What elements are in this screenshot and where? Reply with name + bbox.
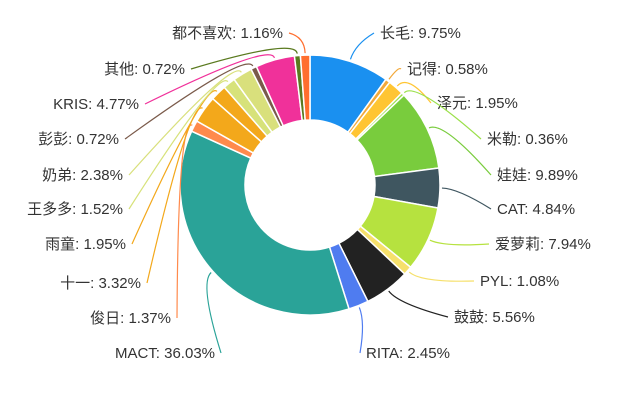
slice-label-4: 米勒: 0.36%: [487, 131, 568, 148]
slice-label-10: RITA: 2.45%: [366, 345, 450, 362]
slice-label-8: PYL: 1.08%: [480, 273, 559, 290]
donut-slice-11: [179, 130, 350, 316]
leader-line-5: [428, 126, 492, 176]
slice-label-7: 爱萝莉: 7.94%: [495, 236, 591, 253]
slice-label-14: 雨童: 1.95%: [45, 235, 126, 253]
leader-line-9: [388, 290, 449, 318]
slice-label-13: 十一: 3.32%: [60, 275, 141, 292]
leader-line-17: [124, 63, 254, 140]
leader-line-1: [349, 32, 375, 60]
leader-line-4: [403, 90, 482, 140]
leader-line-11: [206, 272, 222, 354]
donut-slice-20: [299, 54, 311, 121]
leader-line-20: [288, 32, 306, 54]
slice-label-2: 记得: 0.58%: [407, 61, 488, 78]
leader-line-19: [190, 47, 298, 70]
leader-line-15: [128, 80, 229, 210]
leader-line-10: [358, 307, 364, 354]
leader-line-2: [388, 67, 402, 80]
slice-label-16: 奶弟: 2.38%: [42, 167, 123, 184]
slice-label-17: 彭彭: 0.72%: [38, 131, 119, 148]
leader-line-18: [144, 54, 276, 105]
slice-label-15: 王多多: 1.52%: [27, 201, 123, 218]
slice-label-9: 鼓鼓: 5.56%: [454, 309, 535, 326]
leader-line-6: [441, 187, 492, 210]
slice-label-3: 泽元: 1.95%: [437, 95, 518, 112]
leader-line-14: [131, 90, 218, 245]
slice-label-11: MACT: 36.03%: [115, 345, 215, 362]
leader-line-3: [396, 81, 432, 104]
slice-label-6: CAT: 4.84%: [497, 201, 575, 218]
leader-line-16: [128, 70, 242, 176]
slice-label-5: 娃娃: 9.89%: [497, 167, 578, 184]
slice-label-20: 都不喜欢: 1.16%: [172, 25, 283, 42]
slice-label-12: 俊日: 1.37%: [90, 310, 171, 327]
leader-line-8: [408, 271, 475, 282]
slice-label-18: KRIS: 4.77%: [53, 96, 139, 113]
slice-label-1: 长毛: 9.75%: [380, 25, 461, 42]
slice-label-19: 其他: 0.72%: [104, 61, 185, 78]
leader-line-7: [429, 239, 490, 246]
